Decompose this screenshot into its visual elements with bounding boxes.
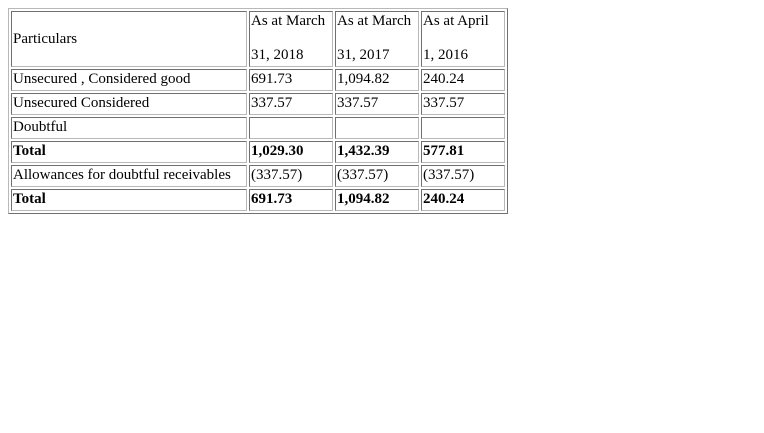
cell-2016 bbox=[421, 117, 505, 139]
row-label: Total bbox=[11, 189, 247, 211]
cell-2018: 337.57 bbox=[249, 93, 333, 115]
row-label: Total bbox=[11, 141, 247, 163]
header-column-2018-line2: 31, 2018 bbox=[251, 47, 304, 63]
receivables-table: Particulars As at March 31, 2018 As at M… bbox=[8, 8, 508, 214]
cell-2017: 1,094.82 bbox=[335, 189, 419, 211]
table-row-unsecured-good: Unsecured , Considered good 691.73 1,094… bbox=[11, 69, 505, 91]
cell-2016: (337.57) bbox=[421, 165, 505, 187]
table-row-unsecured-considered: Unsecured Considered 337.57 337.57 337.5… bbox=[11, 93, 505, 115]
cell-2018: (337.57) bbox=[249, 165, 333, 187]
table-row-doubtful: Doubtful bbox=[11, 117, 505, 139]
row-label: Unsecured , Considered good bbox=[11, 69, 247, 91]
cell-2016: 337.57 bbox=[421, 93, 505, 115]
cell-2016: 240.24 bbox=[421, 189, 505, 211]
header-column-2018: As at March 31, 2018 bbox=[249, 11, 333, 67]
cell-2017: 1,432.39 bbox=[335, 141, 419, 163]
table-header-row: Particulars As at March 31, 2018 As at M… bbox=[11, 11, 505, 67]
cell-2017 bbox=[335, 117, 419, 139]
table-row-net-total: Total 691.73 1,094.82 240.24 bbox=[11, 189, 505, 211]
header-column-2017-line1: As at March bbox=[337, 13, 412, 29]
cell-2018: 1,029.30 bbox=[249, 141, 333, 163]
table-row-allowances: Allowances for doubtful receivables (337… bbox=[11, 165, 505, 187]
header-column-2016: As at April 1, 2016 bbox=[421, 11, 505, 67]
cell-2018: 691.73 bbox=[249, 189, 333, 211]
cell-2017: (337.57) bbox=[335, 165, 419, 187]
header-column-2018-line1: As at March bbox=[251, 13, 326, 29]
cell-2018 bbox=[249, 117, 333, 139]
header-column-2016-line2: 1, 2016 bbox=[423, 47, 468, 63]
header-column-2017: As at March 31, 2017 bbox=[335, 11, 419, 67]
cell-2017: 1,094.82 bbox=[335, 69, 419, 91]
header-column-2017-line2: 31, 2017 bbox=[337, 47, 390, 63]
cell-2016: 577.81 bbox=[421, 141, 505, 163]
cell-2016: 240.24 bbox=[421, 69, 505, 91]
row-label: Unsecured Considered bbox=[11, 93, 247, 115]
header-column-2016-line1: As at April bbox=[423, 13, 489, 29]
row-label: Doubtful bbox=[11, 117, 247, 139]
cell-2018: 691.73 bbox=[249, 69, 333, 91]
table-row-total: Total 1,029.30 1,432.39 577.81 bbox=[11, 141, 505, 163]
cell-2017: 337.57 bbox=[335, 93, 419, 115]
header-particulars: Particulars bbox=[11, 11, 247, 67]
row-label: Allowances for doubtful receivables bbox=[11, 165, 247, 187]
